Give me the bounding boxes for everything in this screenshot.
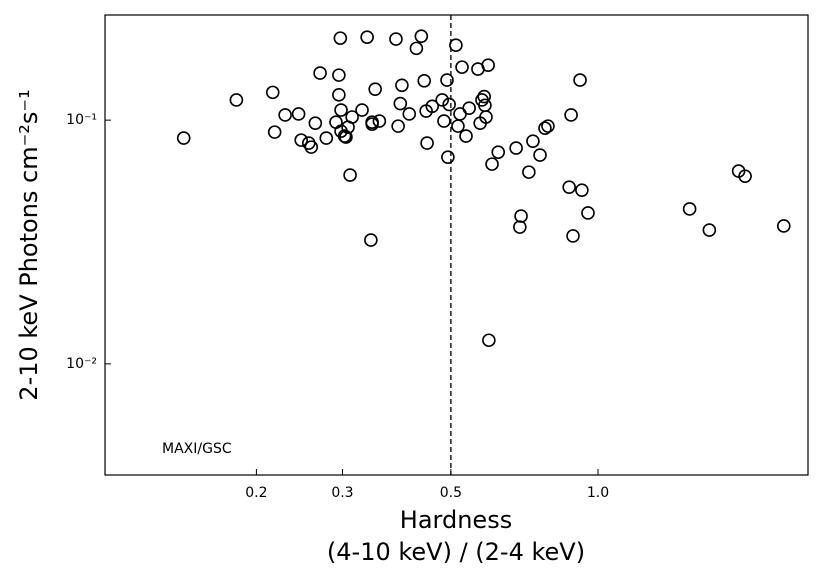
y-tick-label: 10⁻¹ xyxy=(66,112,97,128)
point xyxy=(294,133,308,147)
point xyxy=(514,209,528,223)
point xyxy=(441,150,455,164)
y-axis-label: 2-10 keV Photons cm⁻²s⁻¹ xyxy=(15,89,43,400)
x-axis-label: Hardness xyxy=(400,506,512,534)
point xyxy=(442,97,456,112)
point xyxy=(455,60,469,74)
point xyxy=(682,202,697,216)
point xyxy=(308,116,323,130)
point xyxy=(581,206,595,220)
point xyxy=(437,114,451,128)
point xyxy=(393,96,408,111)
point xyxy=(365,117,379,131)
point xyxy=(575,183,589,197)
point xyxy=(573,73,587,87)
point xyxy=(391,119,405,133)
point xyxy=(566,229,580,243)
point xyxy=(265,85,280,100)
x-tick-label: 0.5 xyxy=(440,485,462,501)
point xyxy=(368,82,382,96)
point xyxy=(337,129,352,143)
point xyxy=(479,110,493,124)
point xyxy=(339,130,353,144)
point xyxy=(402,107,417,121)
point xyxy=(541,119,555,133)
point xyxy=(313,66,327,80)
point xyxy=(414,29,429,43)
point xyxy=(360,30,374,44)
point xyxy=(343,168,357,182)
point xyxy=(485,157,499,171)
point xyxy=(267,125,282,139)
annotation: MAXI/GSC xyxy=(162,441,232,457)
point xyxy=(334,103,348,117)
point xyxy=(477,89,491,104)
point xyxy=(738,169,752,183)
x-tick-label: 0.2 xyxy=(245,485,267,501)
point xyxy=(332,88,346,102)
point xyxy=(440,73,454,87)
point xyxy=(451,119,465,133)
x-tick-label: 1.0 xyxy=(587,485,609,501)
point xyxy=(533,148,547,162)
point xyxy=(291,107,306,121)
point xyxy=(509,141,523,155)
point xyxy=(702,223,717,237)
point xyxy=(449,38,463,52)
point xyxy=(372,114,387,128)
point xyxy=(526,134,540,148)
x-tick-label: 0.3 xyxy=(331,485,353,501)
x-axis-label-2: (4-10 keV) / (2-4 keV) xyxy=(327,538,585,566)
point xyxy=(409,41,424,56)
point xyxy=(522,165,536,179)
point xyxy=(229,93,244,107)
point xyxy=(459,129,473,143)
point xyxy=(333,31,348,45)
point xyxy=(481,58,495,73)
point xyxy=(417,74,432,88)
point xyxy=(355,103,369,117)
point xyxy=(389,32,403,46)
y-tick-label: 10⁻² xyxy=(66,356,97,372)
point xyxy=(319,131,334,145)
point xyxy=(776,219,791,233)
point xyxy=(564,108,578,122)
point xyxy=(329,115,343,129)
point xyxy=(425,99,440,114)
point xyxy=(482,333,496,348)
point xyxy=(538,121,552,135)
point xyxy=(345,110,359,124)
point xyxy=(395,78,409,93)
point xyxy=(513,220,527,234)
point xyxy=(562,180,576,194)
point xyxy=(462,101,476,115)
plot-frame xyxy=(104,14,809,476)
point xyxy=(420,136,434,150)
point xyxy=(278,108,292,122)
point xyxy=(364,233,378,247)
point xyxy=(304,140,319,154)
point xyxy=(176,131,191,145)
point xyxy=(332,68,346,82)
point xyxy=(435,93,450,107)
point xyxy=(491,145,506,159)
